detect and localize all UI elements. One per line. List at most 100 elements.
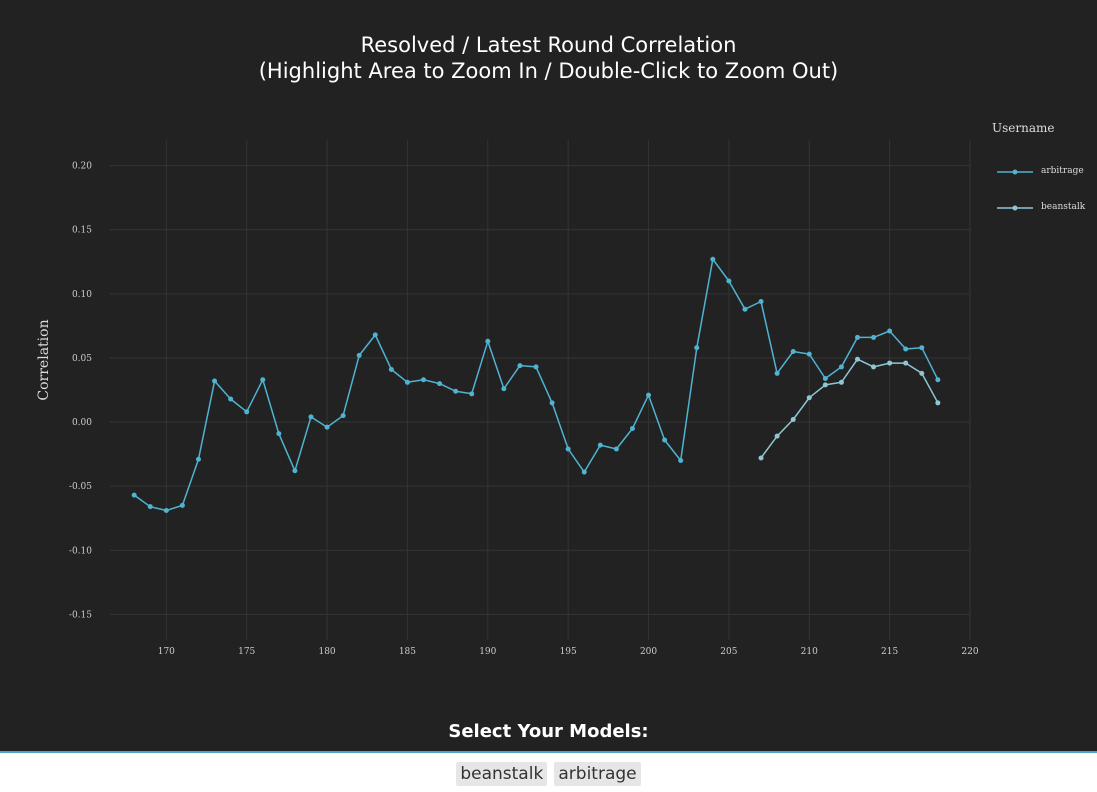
data-point-arbitrage	[421, 377, 427, 383]
x-tick-label: 190	[479, 647, 496, 657]
data-point-arbitrage	[742, 306, 748, 312]
legend-swatch-arbitrage	[997, 169, 1033, 175]
data-point-beanstalk	[758, 455, 764, 461]
data-point-arbitrage	[838, 364, 844, 370]
chart-title-line2: (Highlight Area to Zoom In / Double-Clic…	[258, 59, 839, 83]
data-point-arbitrage	[935, 377, 941, 383]
legend-label-arbitrage: arbitrage	[1041, 166, 1084, 176]
data-point-arbitrage	[276, 431, 282, 437]
data-point-arbitrage	[292, 468, 298, 474]
data-point-arbitrage	[308, 414, 314, 420]
y-tick-label: -0.05	[69, 482, 92, 492]
y-tick-label: -0.15	[69, 610, 92, 620]
data-point-arbitrage	[356, 352, 362, 358]
data-point-beanstalk	[838, 379, 844, 385]
model-selector[interactable]: beanstalk arbitrage	[0, 751, 1097, 792]
x-tick-label: 215	[881, 647, 898, 657]
data-point-arbitrage	[629, 425, 635, 431]
x-tick-label: 170	[158, 647, 175, 657]
data-point-arbitrage	[710, 256, 716, 262]
data-point-arbitrage	[822, 375, 828, 381]
data-point-arbitrage	[903, 346, 909, 352]
data-point-arbitrage	[662, 437, 668, 443]
data-point-arbitrage	[887, 328, 893, 334]
data-point-arbitrage	[131, 492, 137, 498]
data-point-arbitrage	[597, 442, 603, 448]
data-point-arbitrage	[437, 381, 443, 387]
data-point-arbitrage	[758, 299, 764, 305]
data-point-arbitrage	[581, 469, 587, 475]
y-tick-label: 0.00	[72, 418, 92, 428]
data-point-beanstalk	[903, 360, 909, 366]
data-point-arbitrage	[726, 278, 732, 284]
data-point-arbitrage	[549, 400, 555, 406]
y-tick-label: 0.15	[72, 226, 92, 236]
data-point-arbitrage	[790, 349, 796, 355]
data-point-arbitrage	[565, 446, 571, 452]
data-point-beanstalk	[790, 416, 796, 422]
data-point-arbitrage	[340, 413, 346, 419]
x-tick-label: 200	[640, 647, 657, 657]
x-tick-label: 205	[720, 647, 737, 657]
legend-title: Username	[992, 121, 1055, 135]
data-point-arbitrage	[453, 388, 459, 394]
data-point-arbitrage	[774, 370, 780, 376]
data-point-beanstalk	[935, 400, 941, 406]
data-point-beanstalk	[774, 433, 780, 439]
x-tick-label: 180	[318, 647, 335, 657]
series-line-beanstalk	[760, 358, 939, 459]
data-point-arbitrage	[388, 366, 394, 372]
data-point-arbitrage	[694, 345, 700, 351]
x-tick-label: 220	[961, 647, 978, 657]
legend-item-arbitrage[interactable]: arbitrage	[996, 164, 1096, 180]
data-point-arbitrage	[678, 458, 684, 464]
data-point-arbitrage	[372, 332, 378, 338]
model-tag-beanstalk[interactable]: beanstalk	[456, 762, 548, 786]
legend-swatch-beanstalk	[997, 205, 1033, 211]
data-point-arbitrage	[517, 363, 523, 369]
data-point-arbitrage	[195, 456, 201, 462]
y-tick-label: 0.05	[72, 354, 92, 364]
data-point-arbitrage	[404, 379, 410, 385]
model-tag-arbitrage[interactable]: arbitrage	[554, 762, 641, 786]
series-line-arbitrage	[133, 258, 939, 512]
x-tick-label: 210	[801, 647, 818, 657]
model-tags: beanstalk arbitrage	[0, 762, 1097, 786]
data-point-arbitrage	[646, 392, 652, 398]
data-point-beanstalk	[887, 360, 893, 366]
data-point-arbitrage	[324, 424, 330, 430]
data-point-beanstalk	[854, 356, 860, 362]
data-point-arbitrage	[854, 334, 860, 340]
select-models-title: Select Your Models:	[448, 721, 649, 742]
data-point-arbitrage	[806, 351, 812, 357]
data-point-arbitrage	[871, 334, 877, 340]
legend-label-beanstalk: beanstalk	[1041, 202, 1086, 212]
legend-item-beanstalk[interactable]: beanstalk	[996, 200, 1096, 216]
data-point-beanstalk	[822, 382, 828, 388]
data-point-beanstalk	[919, 370, 925, 376]
data-point-arbitrage	[501, 386, 507, 392]
data-point-arbitrage	[179, 502, 185, 508]
chart-title: Resolved / Latest Round Correlation (Hig…	[0, 32, 1097, 84]
data-point-arbitrage	[919, 345, 925, 351]
y-axis-label: Correlation	[36, 319, 52, 400]
data-point-beanstalk	[871, 364, 877, 370]
data-point-arbitrage	[244, 409, 250, 415]
data-point-beanstalk	[806, 395, 812, 401]
data-point-arbitrage	[533, 364, 539, 370]
data-point-arbitrage	[163, 508, 169, 514]
data-point-arbitrage	[260, 377, 266, 383]
data-point-arbitrage	[147, 504, 153, 510]
data-point-arbitrage	[228, 396, 234, 402]
data-point-arbitrage	[469, 391, 475, 397]
data-point-arbitrage	[212, 378, 218, 384]
data-point-arbitrage	[613, 446, 619, 452]
chart-title-line1: Resolved / Latest Round Correlation	[360, 33, 737, 57]
y-tick-label: 0.10	[72, 290, 92, 300]
data-point-arbitrage	[485, 338, 491, 344]
x-tick-label: 175	[238, 647, 255, 657]
x-tick-label: 195	[560, 647, 577, 657]
chart-plot[interactable]: 170 175 180 185 190 195 200 205 210 215 220 -0.15 -0…	[0, 0, 1097, 700]
y-tick-label: -0.10	[69, 546, 92, 556]
x-tick-label: 185	[399, 647, 416, 657]
